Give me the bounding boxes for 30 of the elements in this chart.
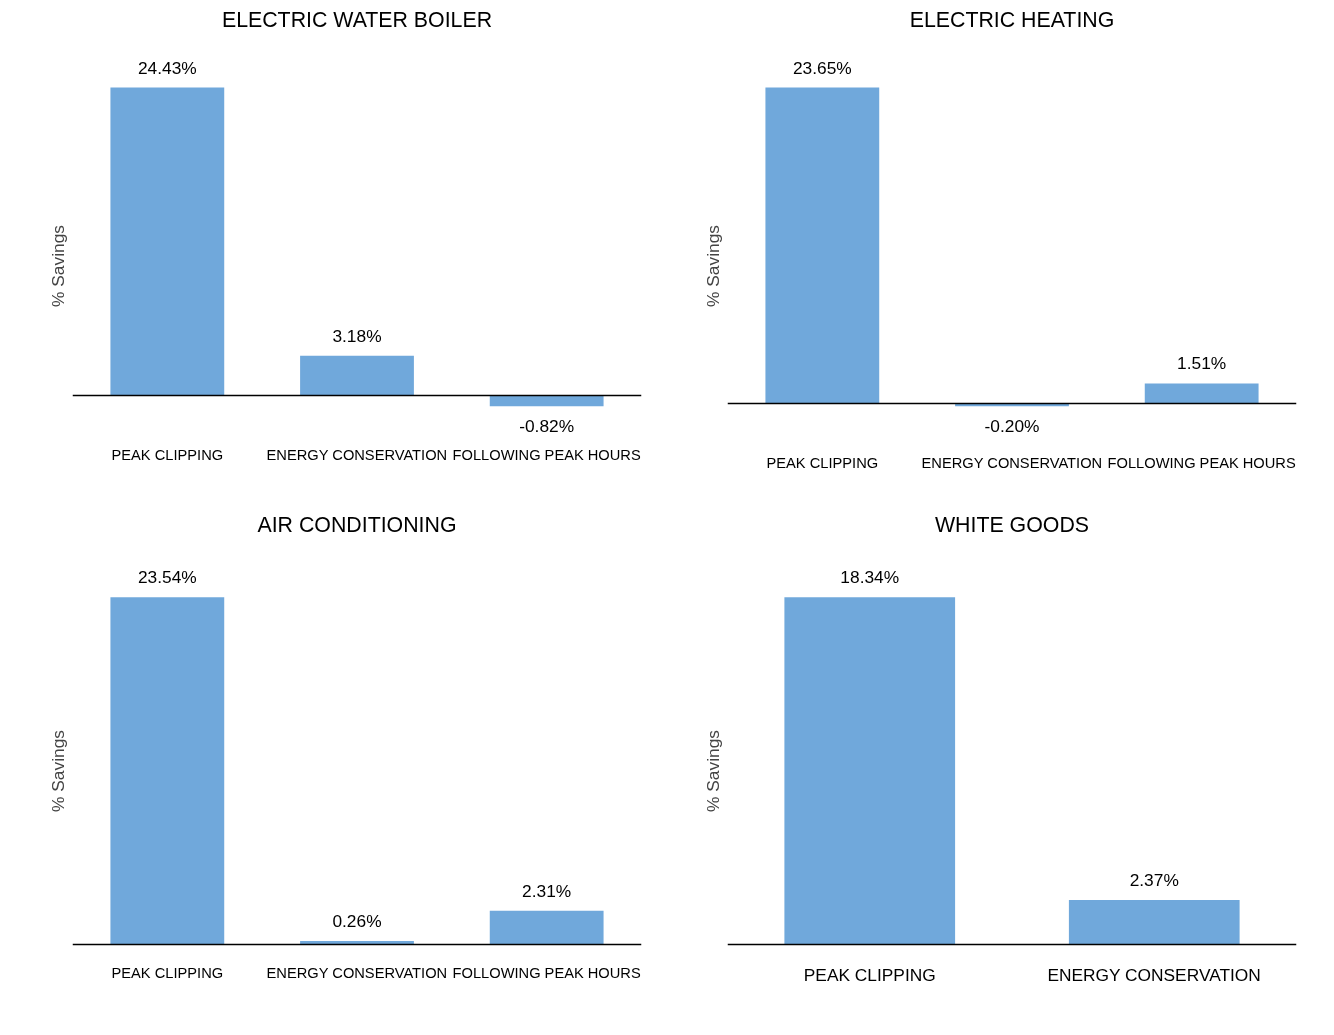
data-label: 18.34% bbox=[840, 567, 900, 588]
data-label: 23.65% bbox=[792, 57, 852, 78]
x-tick-label: FOLLOWING PEAK HOURS bbox=[452, 964, 641, 981]
x-tick-label: PEAK CLIPPING bbox=[111, 446, 224, 463]
x-tick-label: FOLLOWING PEAK HOURS bbox=[1107, 454, 1296, 471]
data-label: -0.82% bbox=[519, 416, 575, 437]
x-tick-label: ENERGY CONSERVATION bbox=[1047, 964, 1261, 985]
data-label: 0.26% bbox=[332, 911, 382, 932]
y-axis-title: % Savings bbox=[702, 224, 723, 307]
x-tick-label: PEAK CLIPPING bbox=[803, 964, 936, 985]
chart-title: ELECTRIC HEATING bbox=[909, 7, 1115, 32]
y-axis-title: % Savings bbox=[47, 224, 68, 307]
data-label: 1.51% bbox=[1177, 353, 1227, 374]
data-label: 24.43% bbox=[137, 57, 197, 78]
x-tick-label: ENERGY CONSERVATION bbox=[266, 964, 448, 981]
data-label: -0.20% bbox=[984, 416, 1040, 437]
y-axis-title: % Savings bbox=[702, 729, 723, 812]
data-label: 2.31% bbox=[522, 880, 572, 901]
x-tick-label: PEAK CLIPPING bbox=[111, 964, 224, 981]
y-axis-title: % Savings bbox=[47, 729, 68, 812]
x-tick-label: ENERGY CONSERVATION bbox=[921, 454, 1103, 471]
x-tick-label: ENERGY CONSERVATION bbox=[266, 446, 448, 463]
data-label: 23.54% bbox=[137, 567, 197, 588]
x-tick-label: PEAK CLIPPING bbox=[766, 454, 879, 471]
data-label: 2.37% bbox=[1129, 869, 1179, 890]
chart-title: WHITE GOODS bbox=[934, 512, 1090, 537]
data-label: 3.18% bbox=[332, 325, 382, 346]
x-tick-label: FOLLOWING PEAK HOURS bbox=[452, 446, 641, 463]
chart-title: AIR CONDITIONING bbox=[257, 512, 457, 537]
chart-title: ELECTRIC WATER BOILER bbox=[221, 7, 493, 32]
